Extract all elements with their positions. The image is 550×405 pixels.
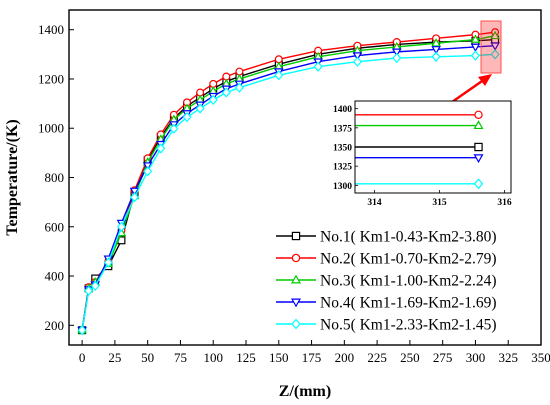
data-point (490, 49, 500, 60)
inset-x-tick-label: 315 (432, 198, 447, 208)
legend-entry: No.4( Km1-1.69-Km2-1.69) (276, 295, 497, 312)
x-tick-label: 75 (174, 350, 187, 365)
main-axes (68, 9, 542, 346)
legend-entry: No.2( Km1-0.70-Km2-2.79) (276, 251, 497, 268)
data-point (431, 38, 441, 47)
x-tick-label: 350 (531, 350, 550, 365)
data-point (116, 221, 126, 232)
x-axis-label: Z/(mm) (279, 383, 331, 400)
x-tick-label: 125 (236, 350, 256, 365)
inset-y-tick-label: 1300 (333, 182, 352, 192)
inset-data-point (473, 178, 484, 190)
inset-y-tick-label: 1400 (333, 105, 352, 115)
legend-entry: No.3( Km1-1.00-Km2-2.24) (276, 273, 497, 290)
data-point (313, 61, 323, 72)
data-point (392, 52, 402, 64)
y-tick-label: 400 (45, 269, 65, 284)
data-point (130, 192, 140, 203)
data-point (182, 111, 192, 123)
inset-y-tick-label: 1375 (333, 124, 352, 134)
legend-entry: No.1( Km1-0.43-Km2-3.80) (276, 229, 497, 246)
y-tick-label: 800 (45, 170, 65, 185)
inset-y-tick-label: 1325 (333, 163, 352, 173)
inset-series-5 (355, 178, 484, 190)
x-tick-label: 250 (400, 350, 420, 365)
x-tick-label: 150 (269, 350, 289, 365)
data-point (490, 30, 500, 40)
data-point (84, 285, 94, 296)
data-point (274, 70, 284, 81)
data-point (103, 257, 113, 268)
inset-x-tick-label: 314 (367, 198, 382, 208)
data-point (234, 82, 244, 93)
x-tick-label: 225 (367, 350, 387, 365)
y-tick-label: 200 (45, 318, 65, 333)
data-point (221, 87, 231, 98)
legend-marker (291, 298, 301, 308)
data-point (470, 34, 481, 43)
inset-zoom: 314 315 316 1300 1325 1350 1375 1400 (333, 100, 512, 208)
inset-series-1 (355, 142, 483, 152)
inset-series-2 (355, 110, 483, 120)
legend-entry: No.5( Km1-2.33-Km2-1.45) (276, 317, 497, 334)
data-point (169, 123, 179, 134)
legend-label: No.1( Km1-0.43-Km2-3.80) (320, 229, 497, 246)
data-point (431, 51, 441, 62)
data-point (470, 50, 480, 61)
x-tick-label: 50 (141, 350, 154, 365)
zoom-box (480, 20, 502, 74)
legend-label: No.4( Km1-1.69-Km2-1.69) (320, 295, 497, 312)
legend-marker (291, 253, 301, 263)
y-tick-label: 1000 (38, 121, 64, 136)
data-point (143, 166, 153, 177)
inset-series-3 (355, 120, 484, 130)
data-point (129, 187, 140, 197)
x-tick-label: 325 (498, 350, 518, 365)
series-5 (77, 49, 500, 336)
x-tick-label: 175 (302, 350, 322, 365)
data-series (77, 28, 500, 336)
inset-series-4 (355, 154, 484, 164)
data-point (208, 94, 218, 106)
y-tick-label: 1400 (38, 22, 64, 37)
zoom-arrow-head (478, 74, 492, 86)
data-point (490, 42, 500, 51)
x-tick-label: 200 (335, 350, 355, 365)
data-point (352, 56, 362, 67)
zoom-highlight (451, 20, 502, 104)
inset-data-point (474, 110, 483, 120)
y-axis-label: Temperature/(K) (4, 119, 21, 235)
legend-marker (291, 231, 301, 241)
inset-data-point (474, 142, 483, 152)
y-tick-label: 1200 (38, 71, 64, 86)
inset-data-point (473, 154, 484, 164)
data-point (90, 280, 100, 292)
x-tick-label: 0 (79, 350, 86, 365)
zoom-arrow-line (451, 77, 486, 104)
data-point (470, 43, 481, 53)
data-point (156, 143, 166, 154)
x-tick-label: 25 (108, 350, 121, 365)
x-tick-label: 100 (203, 350, 223, 365)
legend-label: No.2( Km1-0.70-Km2-2.79) (320, 251, 497, 268)
legend-marker (291, 274, 301, 284)
inset-y-tick-label: 1350 (333, 144, 352, 154)
inset-data-point (473, 120, 484, 130)
legend-label: No.5( Km1-2.33-Km2-1.45) (320, 317, 497, 334)
data-point (431, 46, 441, 55)
tick-labels: 0 25 50 75 100 125 150 175 200 225 250 275 300 325 350… (38, 22, 550, 365)
x-tick-label: 275 (433, 350, 453, 365)
data-point (392, 48, 402, 58)
data-point (195, 103, 205, 114)
legend-label: No.3( Km1-1.00-Km2-2.24) (320, 273, 497, 290)
inset-x-tick-label: 316 (497, 198, 512, 208)
legend-marker (291, 318, 301, 330)
data-point (77, 325, 87, 336)
y-tick-label: 600 (45, 219, 65, 234)
legend: No.1( Km1-0.43-Km2-3.80) No.2( Km1-0.70-K… (276, 229, 497, 334)
data-point (352, 52, 363, 61)
x-tick-label: 300 (466, 350, 486, 365)
